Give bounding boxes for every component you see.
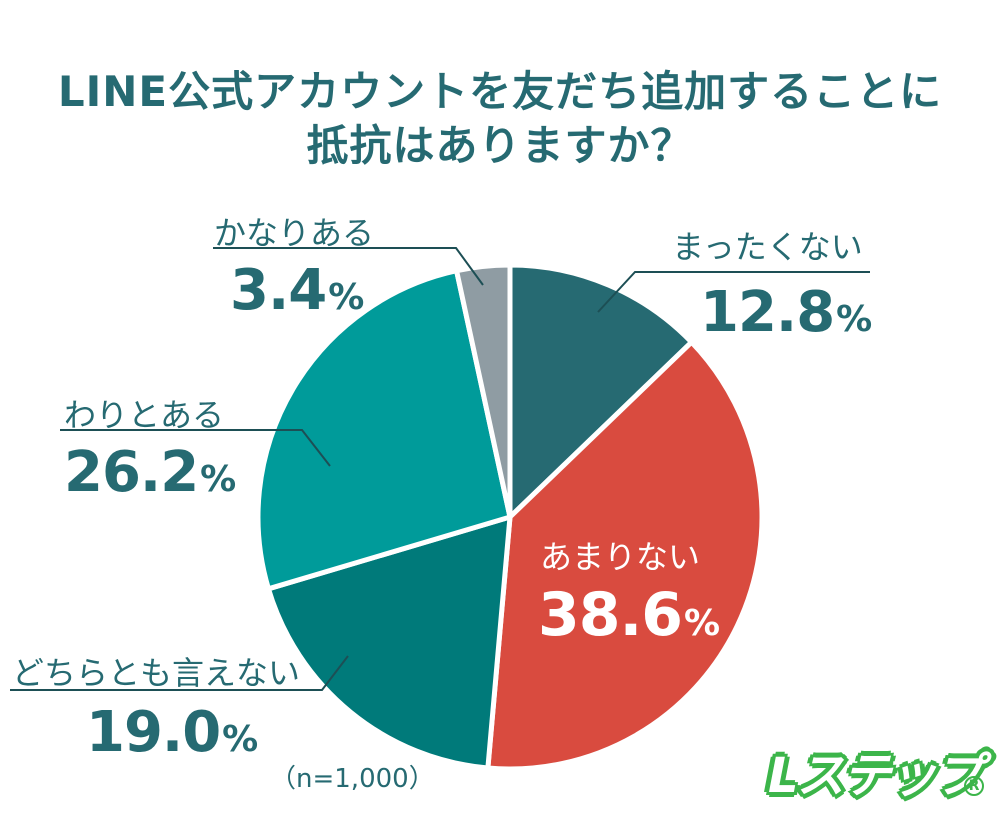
pct-unit: %	[328, 277, 364, 318]
pie-slice-4	[454, 262, 513, 520]
logo-text: Lステップ	[768, 748, 983, 804]
pct-unit: %	[200, 459, 236, 500]
lstep-logo: Lステップ R	[768, 736, 984, 804]
leader-lines	[10, 247, 870, 691]
pct-amarinai-value: 38.6	[538, 580, 683, 650]
pct-kanariaru-value: 3.4	[230, 258, 327, 323]
pie-slice-3	[255, 268, 513, 592]
chart-title-line1: LINE公式アカウントを友だち追加することに	[57, 67, 943, 116]
pct-kanariaru: 3.4%	[230, 258, 364, 323]
pie-slice-0	[507, 262, 695, 520]
label-waritoaru: わりとある	[64, 396, 225, 434]
pct-mattakunai-value: 12.8	[700, 280, 835, 345]
label-mattakunai: まったくない	[672, 228, 863, 266]
pct-unit: %	[222, 719, 258, 760]
leader-line-waritoaru	[60, 429, 331, 467]
pie-slices	[255, 262, 765, 772]
label-kanariaru: かなりある	[214, 214, 375, 252]
pct-mattakunai: 12.8%	[700, 280, 872, 345]
pie-slice-2	[265, 514, 513, 771]
chart-title-line2: 抵抗はありますか？	[306, 121, 694, 170]
sample-size-note: （n=1,000）	[270, 764, 435, 794]
label-dochiratomo: どちらとも言えない	[12, 654, 301, 692]
leader-line-dochira	[10, 655, 349, 691]
pie-slice-1	[485, 339, 765, 772]
pct-unit: %	[836, 299, 872, 340]
label-amarinai: あまりない	[540, 538, 701, 576]
pct-dochiratomo: 19.0%	[86, 700, 258, 765]
leader-line-mattakunai	[597, 271, 870, 313]
pct-waritoaru: 26.2%	[64, 440, 236, 505]
registered-mark-icon: R	[964, 776, 984, 796]
leader-line-kanari	[213, 247, 484, 286]
pct-amarinai: 38.6%	[538, 580, 720, 650]
pct-unit: %	[684, 603, 720, 644]
pct-waritoaru-value: 26.2	[64, 440, 199, 505]
pct-dochiratomo-value: 19.0	[86, 700, 221, 765]
